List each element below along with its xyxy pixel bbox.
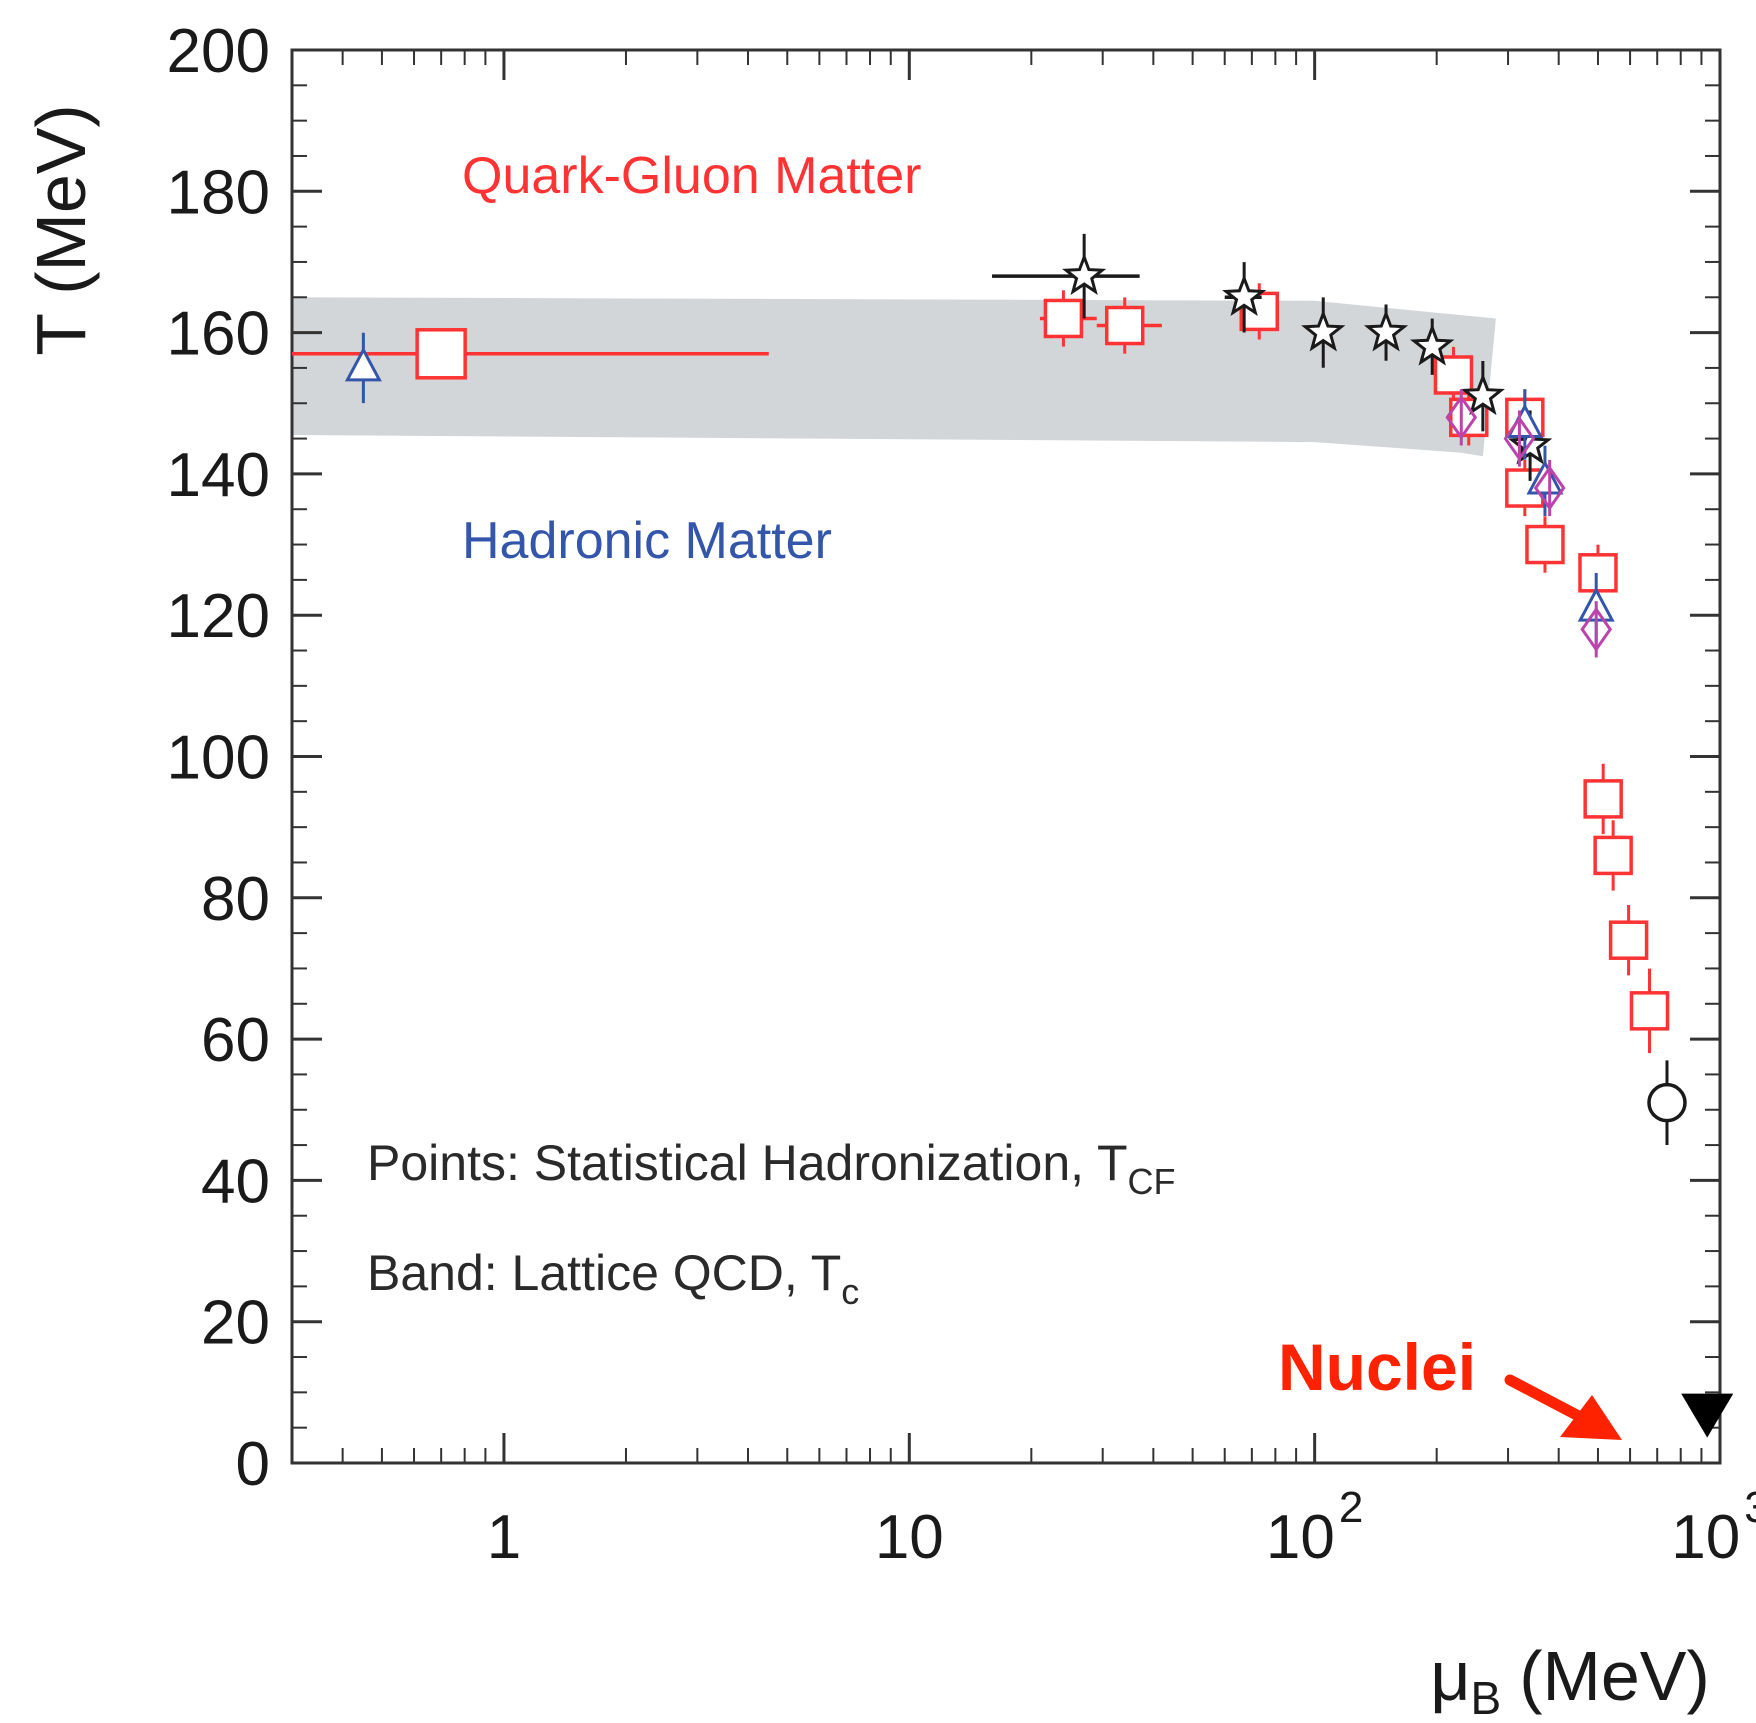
y-tick-label: 140 [167,441,270,510]
x-axis-subscript: B [1471,1672,1502,1723]
x-tick-labels: 1 10 102 103 [487,1483,1756,1572]
series-diamonds [1445,389,1613,658]
square-point [1608,904,1649,976]
x-axis-unit: (MeV) [1519,1637,1710,1715]
nuclei-arrow [1504,1374,1622,1440]
square-point [1039,290,1097,347]
square-marker [1608,920,1649,960]
square-marker [1043,298,1084,339]
triangle-marker [344,346,382,382]
circle-marker [1647,1082,1687,1123]
band-note-sub: c [841,1271,859,1312]
quark-gluon-matter-label: Quark-Gluon Matter [462,147,922,205]
star-point [1410,318,1455,375]
circle-point [1647,1060,1687,1145]
y-tick-label: 160 [167,300,270,369]
y-tick-label: 200 [167,17,270,86]
square-marker [1629,991,1670,1031]
diamond-point [1533,459,1566,517]
square-point [1433,346,1474,404]
diamond-point [1580,601,1613,658]
nuclei-label: Nuclei [1278,1330,1476,1404]
band-note: Band: Lattice QCD, Tc [367,1245,859,1312]
star-point [992,233,1140,319]
square-marker [1433,355,1474,395]
x-tick-label: 103 [1671,1483,1756,1572]
points-note: Points: Statistical Hadronization, TCF [367,1135,1176,1202]
diamond-point [1503,410,1536,467]
star-marker [1301,309,1346,352]
series-circle [1647,1060,1687,1145]
lattice-band-area [292,297,1496,457]
y-tick-label: 20 [201,1289,270,1358]
star-point [1363,304,1409,361]
data-points [292,233,1734,1438]
x-tick-label: 102 [1266,1483,1363,1572]
star-marker [1062,252,1107,295]
square-marker [1583,779,1623,819]
series-squares [292,283,1670,1054]
square-marker [1104,305,1145,346]
square-marker [1525,524,1565,565]
hadronic-matter-label: Hadronic Matter [462,512,832,570]
star-point [1460,360,1505,432]
diamond-marker [1533,465,1566,511]
square-marker [1578,553,1618,593]
y-tick-label: 120 [167,582,270,651]
square-point [1629,968,1670,1054]
y-tick-label: 0 [236,1430,270,1499]
series-nuclei [1681,1393,1734,1438]
filled-triangle-down-point [1681,1393,1734,1438]
band-note-text: Band: Lattice QCD, T [367,1245,841,1301]
lattice-qcd-band [292,297,1496,457]
plot-frame [290,48,1722,1465]
triangle-point [344,332,382,404]
star-point [1222,262,1267,333]
square-marker [1593,835,1633,876]
square-marker [415,328,467,380]
star-marker [1410,323,1455,366]
y-axis-title: T (MeV) [22,104,100,356]
square-point [1525,516,1565,573]
square-point [1593,820,1633,891]
y-tick-label: 40 [201,1147,270,1216]
square-point [1096,297,1162,354]
nuclei-marker [1681,1393,1734,1438]
diamond-marker [1445,394,1478,440]
x-tick-label: 10 [875,1503,944,1572]
x-tick-label: 1 [487,1503,521,1572]
diamond-point [1445,389,1478,446]
y-tick-label: 60 [201,1006,270,1075]
points-note-sub: CF [1128,1161,1176,1202]
square-point [1578,544,1618,601]
y-tick-label: 180 [167,158,270,227]
x-axis-title: μB (MeV) [1430,1637,1710,1723]
series-triangles [344,332,1615,644]
square-point [1583,763,1623,835]
diamond-marker [1580,606,1613,652]
points-note-text: Points: Statistical Hadronization, T [367,1135,1128,1191]
x-axis-symbol: μ [1430,1637,1470,1715]
square-point [292,328,769,380]
star-marker [1363,309,1409,352]
star-marker [1222,274,1267,317]
y-tick-label: 100 [167,724,270,793]
diamond-marker [1503,415,1536,462]
star-marker [1460,372,1505,416]
y-tick-label: 80 [201,865,270,934]
y-tick-labels: 0 20 40 60 80 100 120 140 160 180 200 [167,17,270,1499]
axis-ticks [291,48,1720,1465]
star-point [1301,297,1346,368]
